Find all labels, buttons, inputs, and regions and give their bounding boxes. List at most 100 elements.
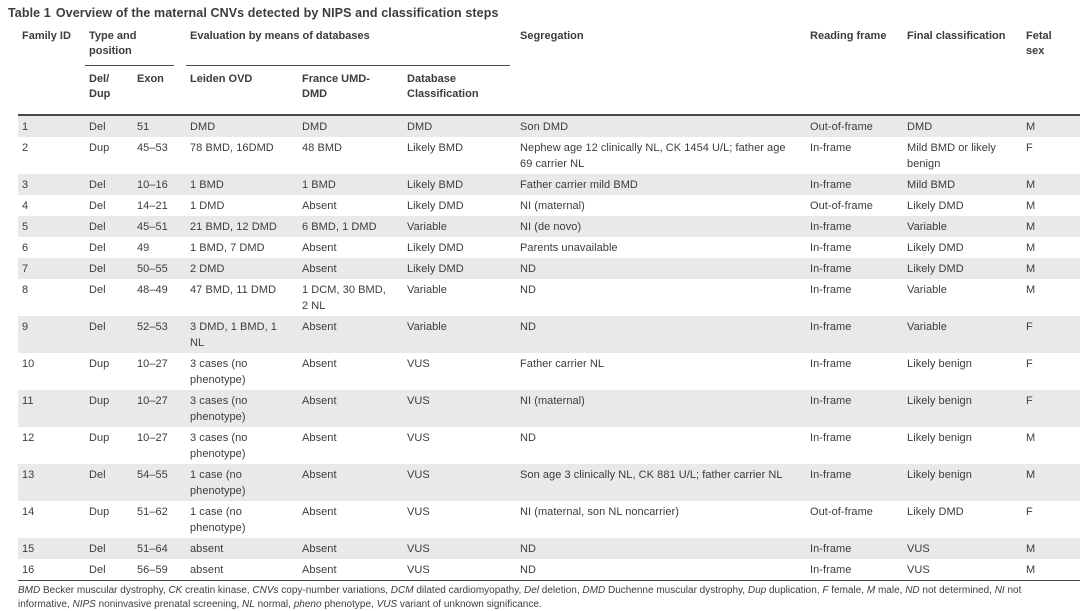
- cell-fetal-sex: F: [1026, 321, 1033, 333]
- cell-final-classification: Variable: [907, 321, 947, 333]
- cell-family-id: 14: [22, 506, 35, 518]
- cell-exon: 56–59: [137, 564, 168, 576]
- cell-leiden-ovd: 1 case (no phenotype): [190, 469, 246, 497]
- col-header-del-dup: Del/ Dup: [89, 73, 111, 100]
- cell-reading-frame: In-frame: [810, 469, 852, 481]
- cell-family-id: 9: [22, 321, 29, 333]
- cell-fetal-sex: M: [1026, 200, 1036, 212]
- cell-france-umd: 48 BMD: [302, 142, 343, 154]
- cell-final-classification: Likely DMD: [907, 242, 964, 254]
- cell-exon: 45–53: [137, 142, 168, 154]
- cell-exon: 52–53: [137, 321, 168, 333]
- table-title-text: Overview of the maternal CNVs detected b…: [55, 6, 499, 20]
- cell-segregation: ND: [520, 321, 537, 333]
- cell-france-umd: Absent: [302, 358, 337, 370]
- cell-leiden-ovd: 47 BMD, 11 DMD: [190, 284, 277, 296]
- cell-france-umd: Absent: [302, 242, 337, 254]
- cell-segregation: ND: [520, 284, 537, 296]
- col-header-db-classification: Database Classification: [407, 73, 479, 100]
- cell-exon: 14–21: [137, 200, 168, 212]
- cell-db-classification: VUS: [407, 395, 430, 407]
- table-row: 6 Del 49 1 BMD, 7 DMD Absent Likely DMD Parent…: [18, 237, 1080, 258]
- cell-family-id: 11: [22, 395, 34, 407]
- cell-exon: 48–49: [137, 284, 168, 296]
- cell-del-dup: Dup: [89, 432, 110, 444]
- cell-del-dup: Del: [89, 221, 106, 233]
- cell-fetal-sex: M: [1026, 543, 1036, 555]
- abbr-term: pheno: [293, 598, 322, 610]
- group-header-databases-label: Evaluation by means of databases: [190, 30, 370, 42]
- group-header-databases: Evaluation by means of databases: [186, 27, 516, 69]
- cell-reading-frame: Out-of-frame: [810, 200, 873, 212]
- cell-fetal-sex: M: [1026, 469, 1036, 481]
- cell-final-classification: Likely DMD: [907, 263, 964, 275]
- cell-final-classification: Variable: [907, 284, 947, 296]
- cell-segregation: Parents unavailable: [520, 242, 618, 254]
- cell-del-dup: Del: [89, 200, 106, 212]
- cell-fetal-sex: F: [1026, 506, 1033, 518]
- cell-leiden-ovd: 3 cases (no phenotype): [190, 358, 248, 386]
- cell-reading-frame: Out-of-frame: [810, 121, 873, 133]
- abbr-term: NL: [242, 598, 255, 610]
- cell-fetal-sex: F: [1026, 395, 1033, 407]
- cell-exon: 10–27: [137, 358, 168, 370]
- cell-leiden-ovd: 21 BMD, 12 DMD: [190, 221, 277, 233]
- cell-segregation: Father carrier NL: [520, 358, 605, 370]
- cell-reading-frame: In-frame: [810, 284, 852, 296]
- table-row: 11 Dup 10–27 3 cases (no phenotype) Absent VU…: [18, 390, 1080, 427]
- cell-final-classification: Likely DMD: [907, 200, 964, 212]
- cell-reading-frame: In-frame: [810, 432, 852, 444]
- cell-exon: 10–16: [137, 179, 168, 191]
- cell-leiden-ovd: 3 DMD, 1 BMD, 1 NL: [190, 321, 277, 349]
- cell-segregation: NI (maternal): [520, 200, 585, 212]
- cell-final-classification: Likely benign: [907, 395, 972, 407]
- cell-exon: 45–51: [137, 221, 168, 233]
- table-row: 4 Del 14–21 1 DMD Absent Likely DMD NI (matern…: [18, 195, 1080, 216]
- cell-family-id: 6: [22, 242, 29, 254]
- cell-final-classification: Likely DMD: [907, 506, 964, 518]
- cell-france-umd: Absent: [302, 469, 337, 481]
- cell-del-dup: Del: [89, 543, 106, 555]
- col-header-fetal-sex: Fetal sex: [1026, 30, 1052, 57]
- cell-del-dup: Del: [89, 469, 106, 481]
- cell-segregation: ND: [520, 263, 537, 275]
- table-row: 16 Del 56–59 absent Absent VUS ND In-frame VUS M: [18, 559, 1080, 581]
- abbr-term: DCM: [390, 585, 414, 596]
- cell-fetal-sex: M: [1026, 221, 1036, 233]
- cell-leiden-ovd: 1 case (no phenotype): [190, 506, 246, 534]
- table-row: 12 Dup 10–27 3 cases (no phenotype) Absent VU…: [18, 427, 1080, 464]
- cell-db-classification: Likely DMD: [407, 263, 464, 275]
- cell-reading-frame: In-frame: [810, 242, 852, 254]
- cell-france-umd: 6 BMD, 1 DMD: [302, 221, 377, 233]
- cell-family-id: 13: [22, 469, 35, 481]
- table-row: 2 Dup 45–53 78 BMD, 16DMD 48 BMD Likely BMD Ne…: [18, 137, 1080, 174]
- cell-del-dup: Del: [89, 242, 106, 254]
- cnv-overview-table: Family ID Type and position Evaluation b…: [18, 27, 1080, 581]
- cell-del-dup: Del: [89, 121, 106, 133]
- cell-reading-frame: Out-of-frame: [810, 506, 873, 518]
- cell-fetal-sex: M: [1026, 179, 1036, 191]
- cell-fetal-sex: M: [1026, 121, 1036, 133]
- cell-france-umd: Absent: [302, 321, 337, 333]
- cell-db-classification: Likely BMD: [407, 179, 464, 191]
- cell-fetal-sex: M: [1026, 564, 1036, 576]
- cell-exon: 10–27: [137, 395, 168, 407]
- cell-family-id: 3: [22, 179, 29, 191]
- table-body: 1 Del 51 DMD DMD DMD Son DMD Out-of-frame DMD M 2 D…: [18, 115, 1080, 581]
- cell-leiden-ovd: absent: [190, 543, 224, 555]
- cell-family-id: 5: [22, 221, 29, 233]
- cell-family-id: 16: [22, 564, 35, 576]
- table-row: 15 Del 51–64 absent Absent VUS ND In-frame VUS M: [18, 538, 1080, 559]
- cell-france-umd: Absent: [302, 432, 337, 444]
- cell-db-classification: Variable: [407, 321, 447, 333]
- footnote: BMD Becker muscular dystrophy, CK creati…: [18, 585, 1022, 610]
- col-header-leiden-ovd: Leiden OVD: [190, 73, 253, 85]
- cell-db-classification: VUS: [407, 564, 430, 576]
- abbr-term: Dup: [747, 585, 767, 596]
- cell-exon: 49: [137, 242, 150, 254]
- abbr-term: F: [822, 585, 829, 596]
- cell-leiden-ovd: DMD: [190, 121, 216, 133]
- cell-fetal-sex: M: [1026, 242, 1036, 254]
- cell-france-umd: Absent: [302, 543, 337, 555]
